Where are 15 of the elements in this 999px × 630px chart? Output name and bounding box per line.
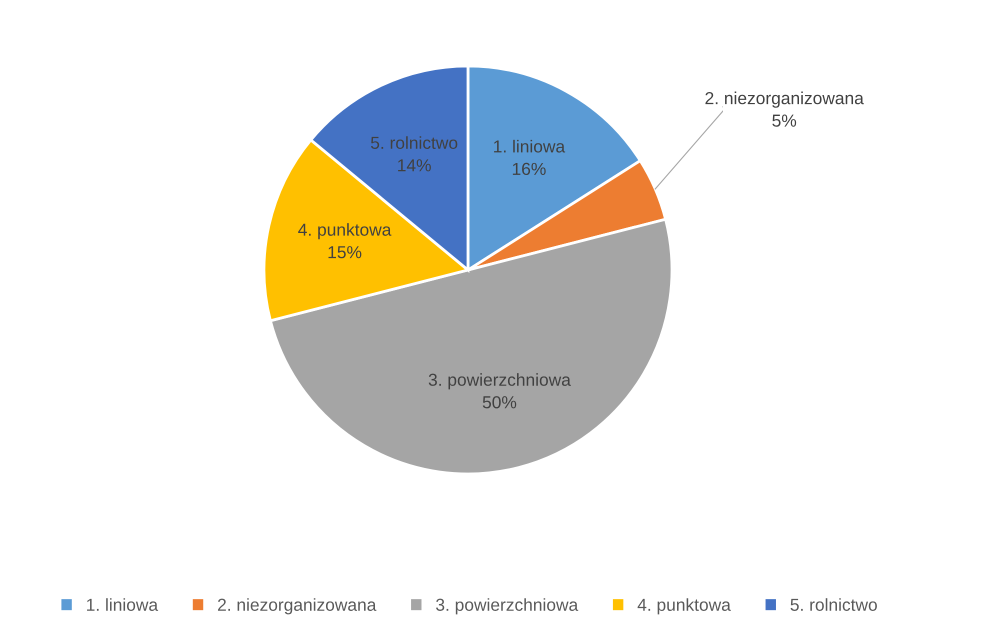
slice-label: 2. niezorganizowana bbox=[705, 92, 864, 108]
legend-label: 2. niezorganizowana bbox=[218, 598, 376, 614]
data-label: 5% bbox=[772, 114, 796, 127]
legend-label: 4. punktowa bbox=[638, 598, 731, 614]
data-label: 15% bbox=[328, 246, 362, 258]
data-label: 14% bbox=[398, 159, 431, 172]
slice-label: 4. punktowa bbox=[298, 223, 392, 240]
legend-label: 5. rolnictwo bbox=[790, 598, 877, 611]
slice-label: 3. powierzchniowa bbox=[428, 373, 571, 390]
slice-label: 1. liniowa bbox=[494, 140, 566, 153]
data-label: 16% bbox=[512, 162, 546, 176]
data-label: 50% bbox=[482, 396, 516, 408]
legend-label: 1. liniowa bbox=[87, 598, 158, 611]
slice-label: 5. rolnictwo bbox=[370, 136, 458, 149]
legend-label: 3. powierzchniowa bbox=[436, 598, 578, 614]
